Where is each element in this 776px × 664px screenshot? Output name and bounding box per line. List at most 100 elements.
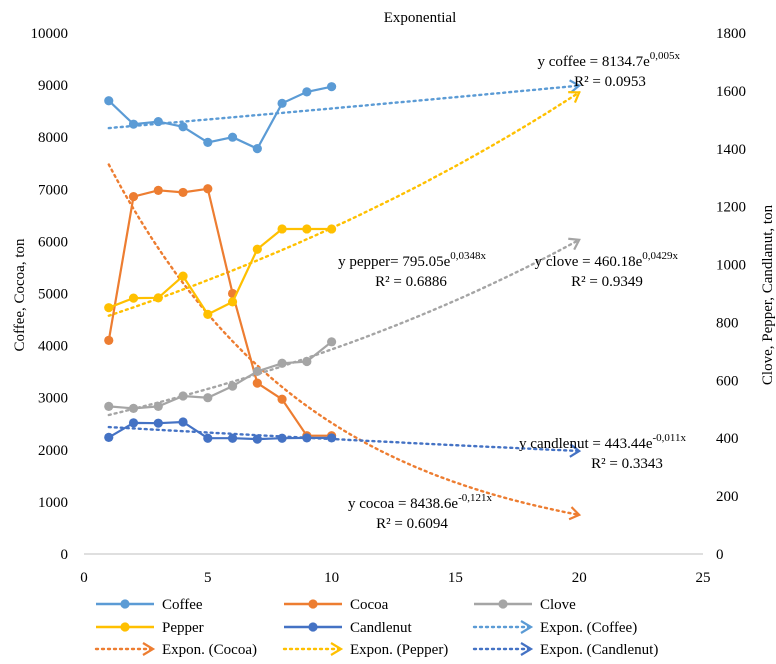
data-point-clove xyxy=(203,393,213,403)
r-squared-cocoa: R² = 0.6094 xyxy=(376,516,448,532)
trendline-arrow-clove xyxy=(568,237,581,251)
equation-cocoa: y cocoa = 8438.6e-0,121x xyxy=(348,492,493,512)
data-point-candlenut xyxy=(327,433,337,443)
data-point-cocoa xyxy=(277,394,287,404)
left-tick-label: 6000 xyxy=(38,234,68,250)
r-squared-candlenut: R² = 0.3343 xyxy=(591,456,663,472)
trendline-arrow-coffee xyxy=(569,79,582,94)
data-point-pepper xyxy=(327,224,337,234)
data-point-clove xyxy=(277,358,287,368)
legend-label-coffee: Coffee xyxy=(162,597,203,613)
data-point-candlenut xyxy=(227,433,238,443)
data-point-clove xyxy=(302,356,312,367)
x-tick-label: 0 xyxy=(80,570,88,586)
trendline-candlenut xyxy=(107,425,581,453)
data-point-clove xyxy=(153,401,163,411)
series-line-candlenut xyxy=(108,420,332,441)
left-tick-label: 9000 xyxy=(38,78,68,94)
legend-label-pepper: Pepper xyxy=(162,620,204,636)
data-point-clove xyxy=(327,337,337,347)
data-point-clove xyxy=(227,381,238,391)
axes: 0 5 10 15 20 25010002000300040005000600070008… xyxy=(31,26,747,586)
data-point-cocoa xyxy=(178,187,188,198)
series-line-pepper xyxy=(108,227,332,316)
trendline-arrow-pepper xyxy=(568,91,581,104)
data-point-clove xyxy=(252,366,262,376)
equation-candlenut: y candlenut = 443.44e-0,011x xyxy=(519,432,686,452)
right-tick-label: 1400 xyxy=(716,142,746,158)
data-point-coffee xyxy=(104,96,114,106)
data-point-coffee xyxy=(128,119,139,129)
left-tick-label: 2000 xyxy=(38,443,68,459)
equation-coffee: y coffee = 8134.7e0,005x xyxy=(537,50,680,70)
right-axis-label: Clove, Pepper, Candlanut, ton xyxy=(760,204,776,385)
x-tick-label: 15 xyxy=(448,570,463,586)
left-tick-label: 1000 xyxy=(38,495,68,511)
trendline-cocoa xyxy=(107,163,581,517)
data-point-coffee xyxy=(227,132,238,142)
data-point-coffee xyxy=(178,122,188,132)
data-point-candlenut xyxy=(277,433,287,443)
legend-arrow-expon-coffee xyxy=(520,620,534,634)
data-point-clove xyxy=(178,391,188,401)
trendline-arrow-candlenut xyxy=(569,443,582,458)
data-point-coffee xyxy=(277,98,287,108)
right-tick-label: 800 xyxy=(716,315,739,331)
legend-marker-clove xyxy=(498,599,508,609)
right-tick-label: 200 xyxy=(716,489,739,505)
data-point-cocoa xyxy=(252,378,262,388)
legend: Coffee Cocoa Clove Pepper Candlenut Expon. (C… xyxy=(94,597,658,658)
right-tick-label: 400 xyxy=(716,431,739,447)
data-point-coffee xyxy=(252,144,262,154)
equation-pepper: y pepper= 795.05e0,0348x xyxy=(338,250,486,270)
trendline-pepper xyxy=(107,91,581,317)
data-point-candlenut xyxy=(203,433,213,443)
data-point-candlenut xyxy=(153,418,163,428)
legend-label-expon-cocoa: Expon. (Cocoa) xyxy=(162,642,257,658)
data-point-pepper xyxy=(302,224,312,234)
right-tick-label: 1800 xyxy=(716,26,746,42)
data-point-clove xyxy=(104,401,114,411)
series-line-clove xyxy=(108,340,333,410)
right-tick-label: 0 xyxy=(716,547,724,563)
series xyxy=(104,82,337,444)
data-point-cocoa xyxy=(104,335,114,345)
legend-label-candlenut: Candlenut xyxy=(350,620,412,636)
x-tick-label: 10 xyxy=(324,570,339,586)
x-tick-label: 20 xyxy=(572,570,587,586)
data-point-coffee xyxy=(153,116,163,127)
data-point-cocoa xyxy=(153,185,163,195)
legend-arrow-expon-cocoa xyxy=(142,642,156,656)
data-point-pepper xyxy=(277,224,287,234)
data-point-pepper xyxy=(153,293,163,303)
legend-marker-cocoa xyxy=(308,599,318,609)
data-point-candlenut xyxy=(252,434,262,444)
right-tick-label: 1200 xyxy=(716,200,746,216)
data-point-pepper xyxy=(104,303,114,313)
legend-marker-pepper xyxy=(120,622,130,632)
data-point-coffee xyxy=(302,87,312,97)
equation-clove: y clove = 460.18e0,0429x xyxy=(535,250,679,270)
left-axis-label: Coffee, Cocoa, ton xyxy=(12,238,28,352)
series-line-coffee xyxy=(108,85,332,151)
data-point-pepper xyxy=(128,293,139,303)
data-point-coffee xyxy=(203,137,213,148)
left-tick-label: 7000 xyxy=(38,182,68,198)
data-point-cocoa xyxy=(203,184,213,194)
data-point-pepper xyxy=(227,297,238,307)
data-point-candlenut xyxy=(128,418,139,428)
data-point-coffee xyxy=(327,82,337,92)
trend-equations: y coffee = 8134.7e0,005x R² = 0.0953 y coc… xyxy=(338,50,686,532)
legend-label-expon-pepper: Expon. (Pepper) xyxy=(350,642,448,658)
data-point-candlenut xyxy=(178,417,188,427)
legend-marker-coffee xyxy=(120,599,130,609)
left-tick-label: 10000 xyxy=(31,26,69,42)
data-point-clove xyxy=(128,403,139,414)
series-line-cocoa xyxy=(107,187,332,437)
data-point-cocoa xyxy=(128,191,139,202)
x-tick-label: 5 xyxy=(204,570,212,586)
data-point-pepper xyxy=(252,244,262,254)
r-squared-clove: R² = 0.9349 xyxy=(571,274,643,290)
data-point-pepper xyxy=(203,309,213,319)
legend-label-cocoa: Cocoa xyxy=(350,597,389,613)
